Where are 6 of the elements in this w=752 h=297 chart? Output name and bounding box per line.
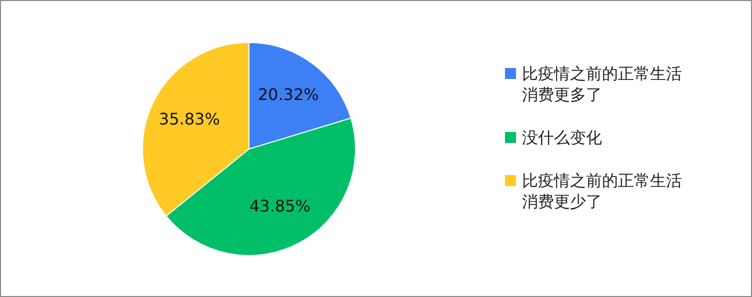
data-label: 20.32% (258, 85, 319, 104)
data-label: 43.85% (249, 196, 310, 216)
legend-label: 没什么变化 (522, 127, 603, 148)
legend-label: 比疫情之前的正常生活消费更多了 (522, 63, 683, 105)
data-label: 35.83% (158, 110, 220, 129)
legend-label: 比疫情之前的正常生活消费更少了 (522, 170, 683, 212)
